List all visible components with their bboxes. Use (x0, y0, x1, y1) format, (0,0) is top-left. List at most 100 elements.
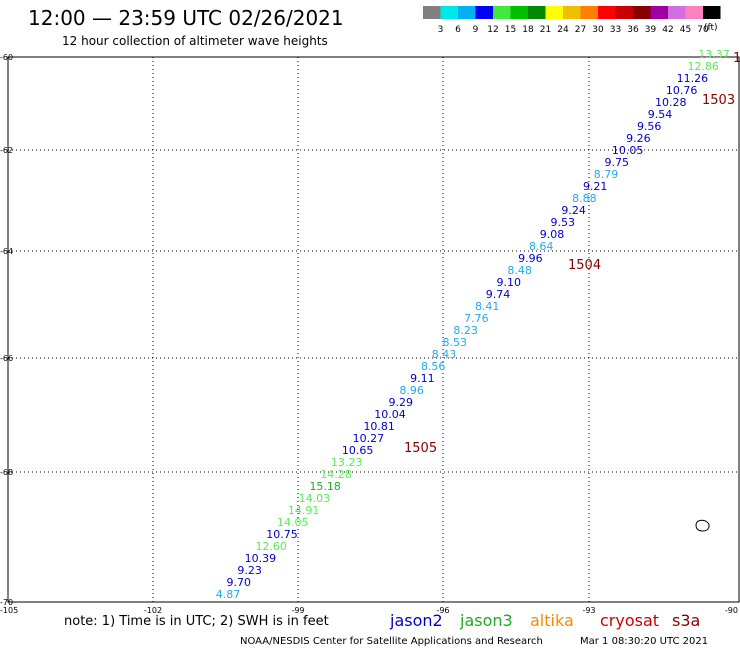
colorbar-swatch (650, 6, 668, 19)
latitude-label: -60 (0, 53, 13, 62)
time-label-1505: 1505 (404, 441, 437, 456)
time-label-1503: 1503 (702, 93, 735, 108)
colorbar-swatch (493, 6, 511, 19)
satellite-legend-jason3: jason3 (459, 611, 513, 630)
longitude-label: -102 (144, 606, 162, 615)
wave-height-value: 8.79 (594, 168, 619, 181)
latitude-label: -64 (0, 247, 13, 256)
wave-height-value: 8.56 (421, 360, 446, 373)
wave-height-value: 11.26 (677, 72, 709, 85)
wave-height-value: 9.24 (561, 204, 586, 217)
wave-height-value: 9.56 (637, 120, 662, 133)
wave-height-value: 8.41 (475, 300, 500, 313)
latitude-labels: -60 -62 -64 -66 -68 -70 (0, 53, 13, 607)
colorbar-swatch (563, 6, 581, 19)
colorbar-swatch (440, 6, 458, 19)
latitude-label: -62 (0, 146, 13, 155)
wave-height-value: 10.65 (342, 444, 374, 457)
colorbar-swatch (475, 6, 493, 19)
colorbar-tick-label: 9 (473, 25, 479, 35)
latitude-label: -66 (0, 354, 13, 363)
wave-height-value: 10.39 (245, 552, 277, 565)
wave-height-value: 10.75 (266, 528, 298, 541)
wave-height-value: 14.91 (288, 504, 320, 517)
colorbar-tick-label: 33 (610, 25, 621, 35)
wave-height-value: 15.18 (309, 480, 341, 493)
satellite-legend: jason2 jason3 altika cryosat s3a (389, 611, 700, 630)
colorbar-swatch (615, 6, 633, 19)
longitude-label: -93 (582, 606, 595, 615)
wave-height-value: 10.05 (612, 144, 644, 157)
altimeter-track: 13.3712.8611.2610.7610.289.549.569.2610.… (216, 48, 730, 601)
colorbar-tick-label: 12 (487, 25, 498, 35)
colorbar-tick-label: 36 (627, 25, 639, 35)
wave-height-value: 13.23 (331, 456, 363, 469)
wave-height-value: 9.53 (551, 216, 576, 229)
footer-timestamp: Mar 1 08:30:20 UTC 2021 (580, 636, 708, 647)
time-label-edge: 1 (733, 51, 740, 66)
colorbar-swatch (633, 6, 651, 19)
longitude-label: -105 (0, 606, 18, 615)
wave-height-value: 9.23 (237, 564, 262, 577)
wave-height-value: 10.04 (374, 408, 406, 421)
map-frame (7, 56, 740, 603)
map-subtitle: 12 hour collection of altimeter wave hei… (62, 34, 328, 48)
colorbar-swatch (598, 6, 616, 19)
colorbar-tick-label: 27 (575, 25, 586, 35)
colorbar-tick-label: 24 (557, 25, 569, 35)
colorbar-swatch (423, 6, 441, 19)
time-label-1504: 1504 (568, 258, 601, 273)
wave-height-value: 10.28 (655, 96, 687, 109)
colorbar-swatch (510, 6, 528, 19)
colorbar-swatch (668, 6, 686, 19)
longitude-labels: -105 -102 -99 -96 -93 -90 (0, 606, 738, 615)
colorbar-tick-label: 30 (592, 25, 604, 35)
longitude-label: -99 (291, 606, 304, 615)
colorbar-tick-label: 45 (680, 25, 691, 35)
wave-height-value: 10.76 (666, 84, 698, 97)
wave-height-value: 4.87 (216, 588, 241, 601)
wave-height-value: 8.48 (507, 264, 532, 277)
satellite-legend-jason2: jason2 (389, 611, 443, 630)
footer-credit: NOAA/NESDIS Center for Satellite Applica… (240, 636, 543, 647)
wave-height-value: 12.86 (687, 60, 719, 73)
wave-height-value: 9.11 (410, 372, 435, 385)
wave-height-value: 8.64 (529, 240, 554, 253)
wave-height-value: 9.75 (605, 156, 630, 169)
wave-height-colorbar: 3 6 9 12 15 18 21 24 27 30 33 36 39 42 45 70 (423, 6, 721, 35)
colorbar-swatch (528, 6, 546, 19)
wave-height-value: 9.54 (648, 108, 673, 121)
wave-height-value: 9.21 (583, 180, 608, 193)
wave-height-value: 9.70 (227, 576, 252, 589)
colorbar-tick-label: 6 (455, 25, 461, 35)
wave-height-value: 8.43 (432, 348, 457, 361)
longitude-label: -90 (725, 606, 738, 615)
colorbar-tick-label: 18 (522, 25, 534, 35)
latitude-label: -68 (0, 468, 13, 477)
wave-height-value: 10.27 (353, 432, 385, 445)
graticule (8, 57, 739, 602)
wave-height-value: 8.23 (453, 324, 478, 337)
colorbar-swatch (685, 6, 703, 19)
colorbar-tick-label: 21 (540, 25, 551, 35)
wave-height-value: 8.53 (443, 336, 468, 349)
wave-height-value: 9.10 (497, 276, 522, 289)
wave-height-value: 8.88 (572, 192, 597, 205)
colorbar-swatch (580, 6, 598, 19)
colorbar-tick-label: 3 (438, 25, 444, 35)
wave-height-value: 7.76 (464, 312, 489, 325)
wave-height-value: 12.60 (255, 540, 287, 553)
wave-height-value: 9.26 (626, 132, 651, 145)
satellite-legend-altika: altika (530, 611, 574, 630)
satellite-legend-s3a: s3a (672, 611, 700, 630)
colorbar-swatch (545, 6, 563, 19)
wave-height-value: 14.05 (277, 516, 309, 529)
wave-height-value: 10.81 (363, 420, 395, 433)
wave-height-value: 9.29 (389, 396, 414, 409)
wave-height-value: 14.28 (320, 468, 352, 481)
wave-height-value: 13.37 (698, 48, 730, 61)
colorbar-swatch (458, 6, 476, 19)
latitude-label: -70 (0, 598, 13, 607)
colorbar-tick-label: 70 (697, 25, 709, 35)
